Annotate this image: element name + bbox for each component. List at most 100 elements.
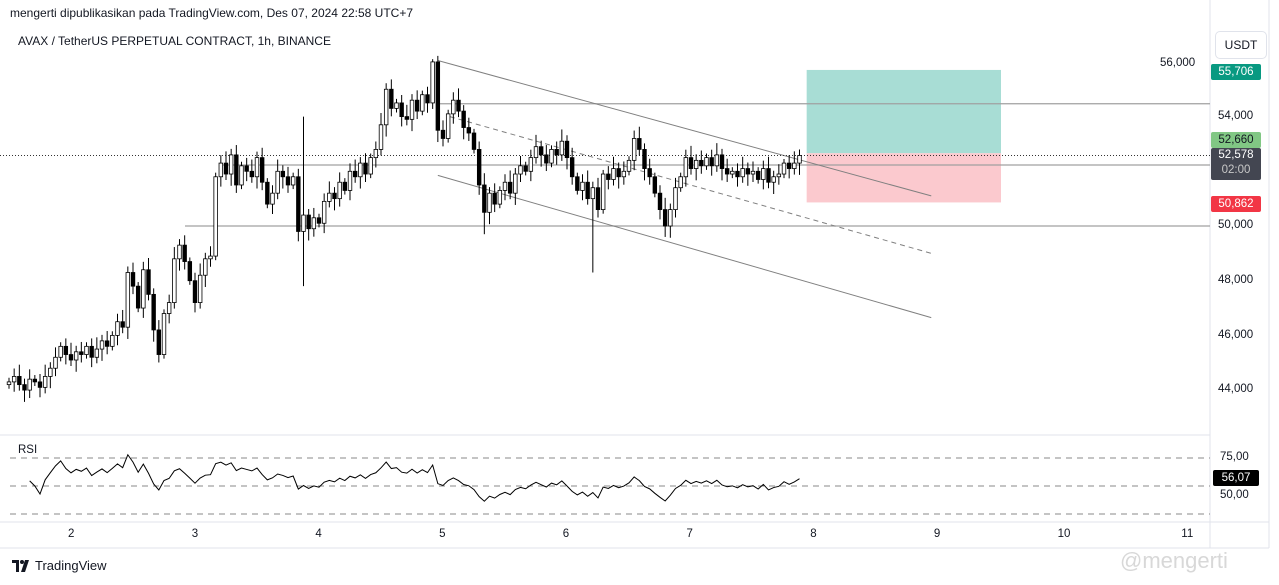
candle-body bbox=[750, 170, 756, 175]
candle-body bbox=[724, 168, 730, 175]
rsi-label: RSI bbox=[18, 444, 38, 456]
entry-price-label: 52,660 bbox=[1211, 132, 1261, 148]
candle-body bbox=[347, 170, 353, 191]
candle-body bbox=[518, 165, 523, 175]
candle-body bbox=[471, 132, 477, 150]
candle-body bbox=[394, 102, 399, 109]
candle-body bbox=[32, 378, 38, 383]
time-tick: 4 bbox=[315, 528, 322, 540]
candle-body bbox=[631, 138, 637, 161]
candle-body bbox=[218, 162, 224, 178]
tradingview-logo[interactable]: TradingView bbox=[12, 558, 107, 573]
time-tick: 2 bbox=[68, 528, 75, 540]
candle-body bbox=[781, 162, 787, 175]
candle-body bbox=[735, 170, 740, 178]
candle-body bbox=[745, 168, 751, 175]
time-tick: 10 bbox=[1057, 528, 1071, 540]
candle-body bbox=[285, 176, 291, 186]
candle-body bbox=[89, 345, 94, 358]
candle-body bbox=[792, 162, 797, 169]
candle-body bbox=[120, 321, 125, 328]
candle-body bbox=[642, 149, 647, 169]
candle-body bbox=[420, 94, 425, 112]
candle-body bbox=[208, 255, 213, 260]
candle-body bbox=[42, 376, 48, 388]
candle-body bbox=[203, 258, 208, 276]
time-tick: 11 bbox=[1181, 528, 1194, 540]
candle-body bbox=[358, 162, 363, 178]
candle-body bbox=[213, 176, 218, 257]
candle-body bbox=[192, 280, 198, 303]
candle-body bbox=[538, 146, 544, 156]
candle-body bbox=[166, 302, 172, 314]
candle-body bbox=[451, 99, 456, 115]
candle-body bbox=[662, 209, 668, 227]
candle-body bbox=[513, 173, 518, 194]
candle-body bbox=[461, 110, 466, 128]
candle-body bbox=[704, 157, 709, 167]
candle-body bbox=[456, 99, 461, 112]
candle-body bbox=[321, 200, 327, 224]
publish-info: mengerti dipublikasikan pada TradingView… bbox=[10, 6, 414, 20]
time-tick: 3 bbox=[191, 528, 199, 540]
bar-countdown: 02:00 bbox=[1221, 164, 1251, 176]
candle-body bbox=[11, 376, 17, 383]
candle-body bbox=[549, 149, 554, 164]
candle-body bbox=[182, 244, 187, 262]
candle-body bbox=[714, 154, 720, 167]
candle-body bbox=[569, 157, 575, 178]
candle-body bbox=[223, 162, 229, 175]
candle-body bbox=[306, 214, 311, 230]
candle-body bbox=[699, 159, 704, 167]
candle-body bbox=[228, 154, 234, 175]
candle-body bbox=[414, 99, 420, 112]
candle-body bbox=[554, 149, 559, 156]
rsi-tick: 75,00 bbox=[1220, 451, 1249, 463]
candle-body bbox=[125, 272, 131, 328]
loss-zone bbox=[806, 153, 1001, 203]
target-price-label: 55,706 bbox=[1211, 64, 1261, 80]
candle-body bbox=[234, 154, 239, 186]
brand-name: TradingView bbox=[35, 558, 107, 573]
candle-body bbox=[275, 170, 280, 194]
candle-body bbox=[68, 354, 74, 361]
candle-body bbox=[352, 170, 358, 178]
candle-body bbox=[466, 127, 472, 134]
stop-price-label: 50,862 bbox=[1211, 196, 1261, 212]
candle-body bbox=[84, 345, 89, 355]
candle-body bbox=[673, 187, 678, 210]
candle-body bbox=[595, 187, 601, 210]
candle-body bbox=[265, 181, 270, 205]
candle-body bbox=[688, 157, 694, 169]
candle-body bbox=[476, 149, 482, 186]
candle-body bbox=[507, 181, 513, 194]
candle-body bbox=[497, 190, 503, 205]
candle-body bbox=[683, 157, 689, 178]
candle-body bbox=[440, 129, 446, 139]
candle-body bbox=[492, 192, 497, 205]
rsi-tick: 50,00 bbox=[1220, 489, 1249, 501]
candle-body bbox=[626, 159, 632, 172]
candle-body bbox=[528, 157, 534, 172]
candle-body bbox=[280, 170, 286, 178]
candle-body bbox=[316, 217, 322, 224]
candle-body bbox=[719, 154, 725, 169]
currency-button[interactable]: USDT bbox=[1215, 31, 1267, 59]
candle-body bbox=[373, 149, 379, 159]
candle-body bbox=[259, 157, 265, 183]
candle-body bbox=[580, 181, 585, 191]
candle-body bbox=[135, 285, 141, 309]
candle-body bbox=[94, 348, 100, 358]
candle-body bbox=[564, 140, 570, 159]
channel-lower-line bbox=[437, 174, 932, 319]
candle-body bbox=[115, 321, 120, 336]
price-tick: 44,000 bbox=[1218, 383, 1254, 395]
candle-body bbox=[368, 157, 373, 175]
rsi-value-label: 56,07 bbox=[1213, 470, 1259, 486]
candle-body bbox=[104, 340, 110, 347]
candle-body bbox=[301, 214, 306, 232]
candle-body bbox=[58, 345, 63, 358]
candle-body bbox=[53, 356, 58, 369]
candle-body bbox=[342, 181, 348, 191]
